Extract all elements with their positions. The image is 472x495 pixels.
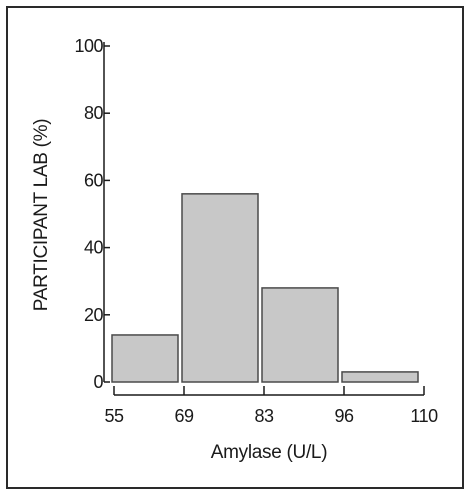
x-tick-label-96: 96 <box>334 406 354 426</box>
y-tick-label-100: 100 <box>74 36 103 56</box>
x-axis-ticks: 55 69 83 96 110 <box>104 386 439 426</box>
y-tick-label-20: 20 <box>84 305 104 325</box>
y-tick-label-40: 40 <box>84 238 104 258</box>
y-tick-label-80: 80 <box>84 103 104 123</box>
x-axis-label: Amylase (U/L) <box>211 442 327 463</box>
x-tick-label-110: 110 <box>410 406 438 426</box>
y-axis-label: PARTICIPANT LAB (%) <box>31 119 52 311</box>
x-tick-label-83: 83 <box>254 406 274 426</box>
x-tick-label-55: 55 <box>104 406 124 426</box>
bar-96-110 <box>341 371 419 383</box>
y-tick-label-60: 60 <box>84 170 104 190</box>
x-tick-label-69: 69 <box>174 406 194 426</box>
y-axis-ticks: 0 20 40 60 80 100 <box>74 36 110 392</box>
bars-group <box>111 193 419 383</box>
y-tick-label-0: 0 <box>93 372 103 392</box>
bar-83-96 <box>261 287 339 383</box>
bar-55-69 <box>111 334 179 383</box>
bar-69-83 <box>181 193 259 383</box>
